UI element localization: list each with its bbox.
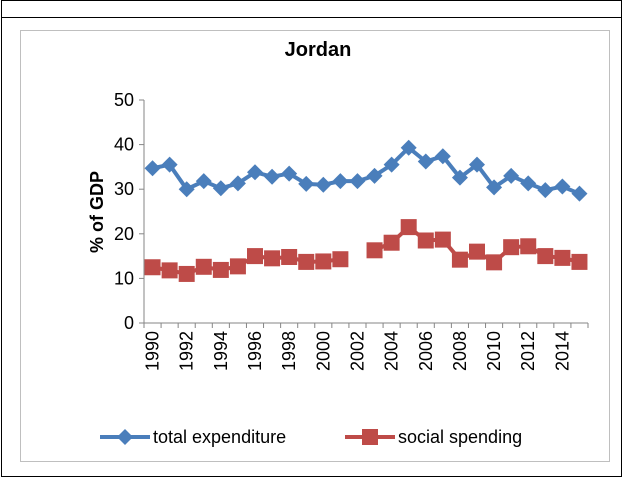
data-point [264, 168, 281, 185]
data-point [417, 232, 434, 249]
legend-label: total expenditure [153, 427, 286, 447]
x-tick-label: 1990 [143, 331, 163, 371]
data-point [315, 176, 332, 193]
data-point [434, 231, 451, 248]
data-point [195, 258, 212, 275]
data-point [281, 248, 298, 265]
data-point [144, 160, 161, 177]
data-point [161, 262, 178, 279]
chart-title: Jordan [285, 39, 352, 61]
data-point [212, 261, 229, 278]
data-point [144, 259, 161, 276]
data-point [178, 181, 195, 198]
data-point [486, 254, 503, 271]
data-point [229, 258, 246, 275]
data-point [161, 156, 178, 173]
data-point [486, 179, 503, 196]
data-point [383, 234, 400, 251]
data-point [469, 156, 485, 173]
x-tick-label: 2000 [313, 331, 333, 371]
x-tick-label: 2014 [552, 331, 572, 371]
data-point [451, 169, 468, 186]
data-point [349, 173, 366, 190]
x-tick-label: 1998 [279, 331, 299, 371]
x-tick-label: 2010 [484, 331, 504, 371]
x-tick-label: 2006 [416, 331, 436, 371]
data-point [383, 156, 400, 173]
data-point [332, 251, 349, 268]
data-point [366, 167, 383, 184]
legend-label: social spending [398, 427, 522, 447]
data-point [520, 175, 537, 192]
legend-marker [117, 429, 133, 445]
y-tick-label: 10 [114, 268, 134, 288]
data-point [400, 139, 417, 156]
y-tick-label: 30 [114, 179, 134, 199]
y-tick-label: 0 [124, 313, 134, 333]
data-point [178, 265, 195, 282]
data-point [537, 248, 554, 265]
data-point [434, 148, 451, 165]
x-tick-label: 2008 [450, 331, 470, 371]
data-point [554, 178, 571, 195]
data-point [212, 180, 229, 197]
data-point [247, 164, 263, 181]
x-tick-label: 1996 [245, 331, 265, 371]
data-point [571, 185, 588, 202]
legend-marker [362, 429, 378, 445]
y-tick-label: 20 [114, 224, 134, 244]
data-point [417, 153, 434, 170]
data-point [281, 165, 298, 182]
y-axis-title: % of GDP [87, 171, 107, 253]
data-point [503, 167, 520, 184]
data-point [315, 253, 332, 270]
y-tick-label: 50 [114, 90, 134, 110]
x-tick-label: 2004 [382, 331, 402, 371]
data-point [264, 250, 281, 267]
data-point [469, 243, 485, 260]
x-tick-label: 1994 [211, 331, 231, 371]
data-point [195, 173, 212, 190]
data-point [298, 175, 315, 192]
data-point [520, 238, 537, 255]
x-tick-label: 1992 [177, 331, 197, 371]
data-point [332, 173, 349, 190]
data-point [571, 253, 588, 270]
data-point [503, 239, 520, 256]
top-cell [1, 0, 622, 18]
data-point [554, 249, 571, 266]
y-tick-label: 40 [114, 135, 134, 155]
data-point [298, 253, 315, 270]
data-point [366, 242, 383, 259]
x-tick-label: 2002 [347, 331, 367, 371]
data-point [400, 219, 417, 236]
data-point [229, 175, 246, 192]
data-point [537, 182, 554, 199]
x-tick-label: 2012 [518, 331, 538, 371]
data-point [247, 248, 263, 265]
data-point [451, 251, 468, 268]
